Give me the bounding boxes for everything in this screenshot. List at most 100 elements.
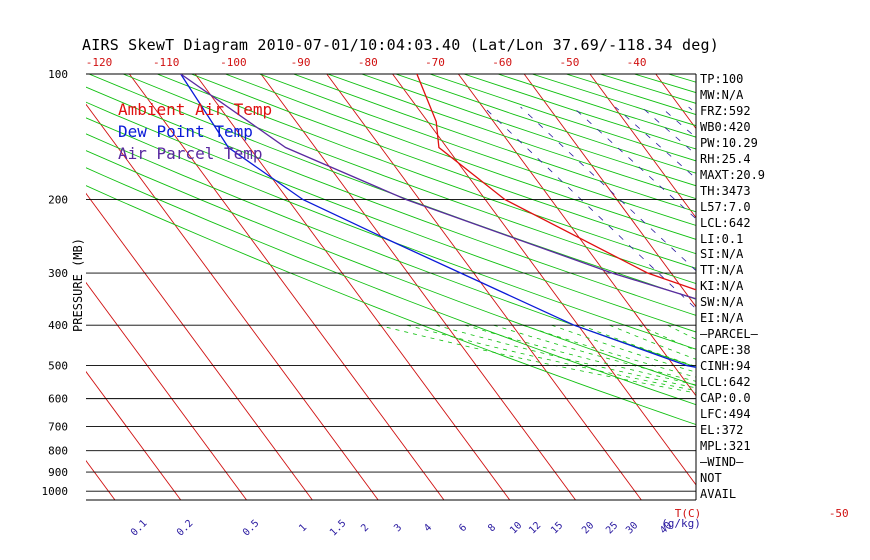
dry-adiabat-line: [191, 74, 696, 255]
dry-adiabat-line: [122, 74, 696, 285]
isotherm-line: [86, 281, 247, 500]
mixing-ratio-line: [520, 106, 696, 272]
mixing-ratio-tick-label: 20: [580, 520, 596, 536]
dry-adiabat-line: [86, 117, 696, 350]
mixing-ratio-tick-label: 10: [508, 520, 524, 536]
index-item: SI:N/A: [700, 247, 744, 262]
mixing-ratio-line: [793, 107, 870, 500]
top-temp-tick-label: -60: [492, 56, 512, 69]
top-temp-tick-label: -70: [425, 56, 445, 69]
moist-adiabat-line: [493, 324, 696, 382]
index-item: PW:10.29: [700, 135, 758, 150]
index-item: TH:3473: [700, 183, 751, 198]
pressure-tick-label: 800: [48, 445, 68, 458]
dry-adiabat-line: [86, 86, 696, 316]
legend-item: Dew Point Temp: [118, 122, 253, 141]
top-temp-tick-label: -80: [358, 56, 378, 69]
mixing-ratio-tick-label: 30: [624, 520, 640, 536]
dry-adiabat-line: [668, 74, 696, 83]
chart-title: AIRS SkewT Diagram 2010-07-01/10:04:03.4…: [82, 36, 719, 54]
temp-unit-label: T(C): [675, 507, 702, 520]
moist-adiabat-line: [638, 324, 696, 351]
index-item: WB0:420: [700, 119, 751, 134]
isotherm-line: [853, 74, 870, 500]
series-line-dew-point-temp: [180, 74, 696, 368]
y-axis-label: PRESSURE (MB): [71, 238, 85, 332]
dry-adiabat-line: [86, 167, 696, 406]
pressure-tick-label: 300: [48, 267, 68, 280]
isotherm-line: [589, 74, 696, 219]
mixing-ratio-line: [641, 106, 696, 156]
moist-adiabat-line: [551, 324, 696, 373]
index-item: LI:0.1: [700, 231, 744, 246]
mixing-ratio-line: [761, 107, 870, 500]
index-item: MW:N/A: [700, 87, 744, 102]
dry-adiabat-line: [86, 133, 696, 368]
isotherm-line: [86, 460, 116, 500]
mixing-ratio-tick-label: 0.5: [241, 518, 262, 539]
index-item: L57:7.0: [700, 199, 751, 214]
mixing-ratio-line: [739, 107, 870, 500]
pressure-tick-label: 400: [48, 319, 68, 332]
top-temp-tick-label: -90: [291, 56, 311, 69]
mixing-ratio-tick-label: 0.2: [175, 518, 196, 539]
isotherm-line: [457, 74, 696, 397]
dry-adiabat-line: [805, 74, 870, 500]
legend-item: Air Parcel Temp: [118, 144, 263, 163]
mixing-ratio-line: [778, 107, 870, 500]
top-temp-tick-label: -110: [153, 56, 180, 69]
pressure-tick-label: 500: [48, 360, 68, 373]
mixing-ratio-line: [853, 107, 870, 500]
mixing-ratio-tick-label: 6: [457, 522, 469, 534]
dry-adiabat-line: [86, 150, 696, 387]
dry-adiabat-line: [463, 74, 696, 150]
index-item: KI:N/A: [700, 279, 744, 294]
top-temp-tick-label: -50: [559, 56, 579, 69]
dry-adiabat-line: [771, 74, 870, 500]
isotherm-line: [0, 74, 49, 500]
bottom-temp-tick-label: -50: [829, 507, 849, 520]
moist-adiabat-line: [435, 324, 696, 389]
dry-adiabat-line: [293, 74, 696, 213]
index-item: NOT: [700, 470, 722, 485]
index-item: TP:100: [700, 72, 744, 86]
isotherm-line: [260, 74, 576, 500]
mixing-ratio-tick-label: 3: [392, 522, 404, 534]
dry-adiabat-line: [327, 74, 696, 200]
index-item: SW:N/A: [700, 295, 744, 310]
index-item: MPL:321: [700, 438, 751, 453]
dry-adiabat-line: [157, 74, 696, 269]
pressure-tick-label: 100: [48, 68, 68, 81]
index-item: TT:N/A: [700, 263, 744, 278]
series-line-air-parcel-temp: [180, 74, 696, 300]
index-item: LFC:494: [700, 406, 751, 421]
moist-adiabat-line: [377, 324, 696, 394]
dry-adiabat-line: [497, 74, 696, 138]
moist-adiabat-line: [667, 324, 696, 340]
mixing-ratio-line: [811, 107, 870, 500]
mixing-ratio-tick-label: 0.1: [129, 518, 150, 539]
mixing-ratio-tick-label: 2: [359, 522, 371, 534]
isotherm-line: [86, 370, 182, 500]
mixing-ratio-tick-label: 1.5: [328, 518, 349, 539]
mixing-ratio-unit-label: (g/kg): [661, 517, 701, 530]
index-item: —WIND—: [700, 454, 744, 469]
index-item: LCL:642: [700, 375, 751, 390]
dry-adiabat-line: [86, 185, 696, 426]
pressure-tick-label: 200: [48, 194, 68, 207]
mixing-ratio-line: [615, 106, 696, 180]
mixing-ratio-line: [483, 106, 696, 310]
moist-adiabat-line: [406, 324, 696, 392]
pressure-tick-label: 700: [48, 421, 68, 434]
isotherm-line: [194, 74, 511, 500]
index-item: MAXT:20.9: [700, 167, 766, 182]
pressure-tick-label: 900: [48, 466, 68, 479]
index-item: EI:N/A: [700, 311, 744, 326]
mixing-ratio-line: [834, 107, 870, 500]
top-temp-tick-label: -40: [627, 56, 647, 69]
pressure-tick-label: 1000: [42, 485, 69, 498]
mixing-ratio-tick-label: 25: [604, 520, 620, 536]
mixing-ratio-tick-label: 15: [549, 520, 565, 536]
moist-adiabat-line: [464, 324, 696, 386]
